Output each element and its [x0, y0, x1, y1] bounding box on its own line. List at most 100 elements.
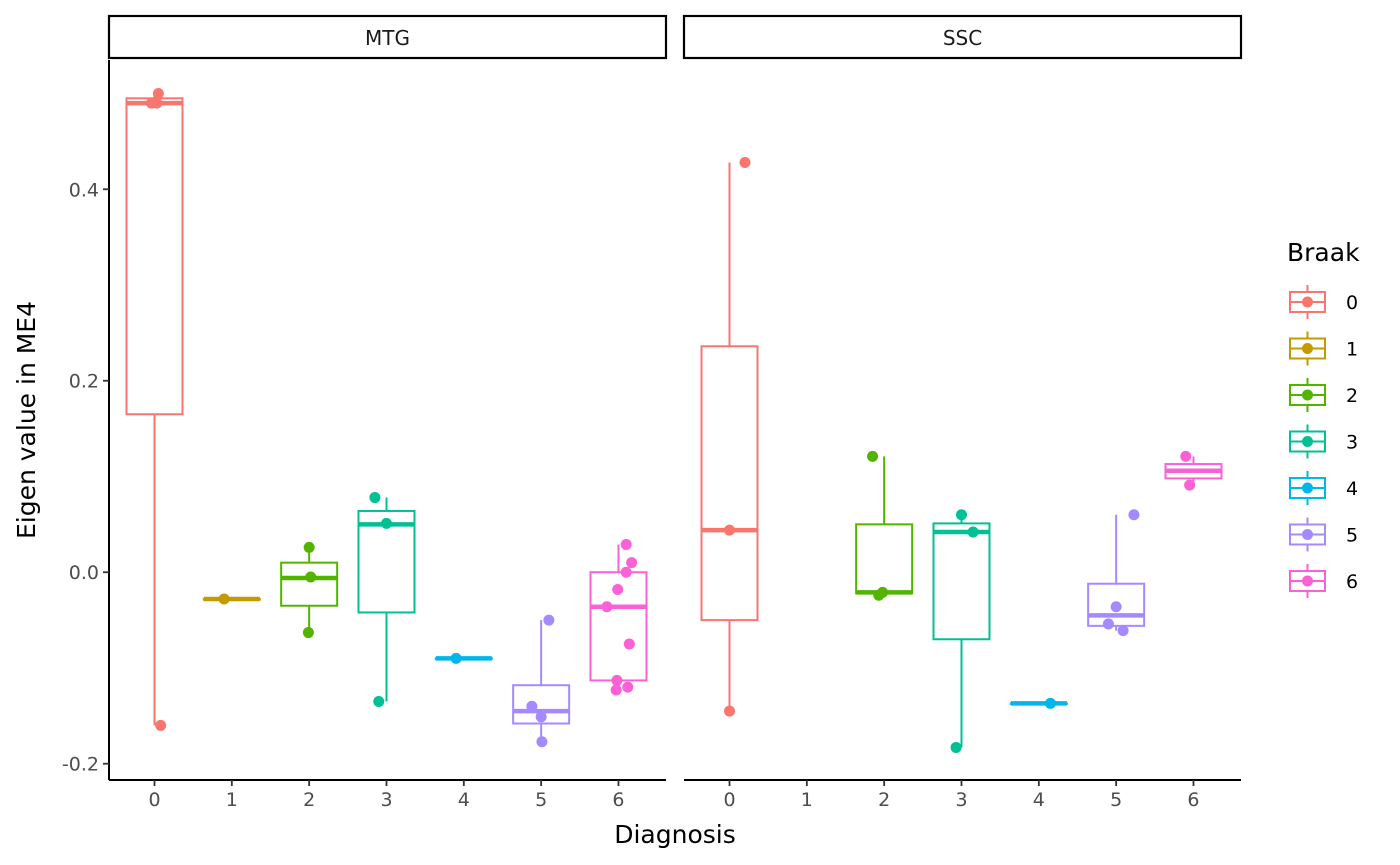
data-point	[1102, 618, 1114, 630]
data-point	[620, 538, 632, 550]
box-mtg-6	[589, 538, 648, 696]
data-point	[724, 524, 735, 536]
data-point	[373, 695, 385, 707]
x-tick-label: 0	[148, 789, 160, 811]
x-tick-label: 2	[303, 789, 315, 811]
legend-label: 5	[1346, 525, 1358, 547]
data-point	[950, 741, 962, 753]
legend-label: 4	[1346, 478, 1358, 500]
box-mtg-2	[280, 541, 339, 639]
x-tick-label: 0	[723, 789, 735, 811]
legend-label: 3	[1346, 432, 1358, 454]
data-point	[305, 571, 317, 583]
legend-entry-0: 0	[1289, 285, 1358, 319]
data-point	[380, 517, 392, 529]
box-body	[125, 97, 184, 416]
x-tick-label: 6	[612, 789, 624, 811]
x-tick-label: 3	[380, 789, 392, 811]
box-body	[589, 571, 648, 682]
box-body	[700, 345, 759, 622]
data-point	[536, 736, 548, 748]
legend-label: 0	[1346, 292, 1358, 314]
x-tick-label: 1	[226, 789, 238, 811]
data-point	[626, 557, 638, 569]
legend-key-point	[1302, 343, 1313, 354]
box-mtg-5	[512, 614, 571, 748]
data-point	[955, 509, 967, 521]
facet-strip	[682, 14, 1243, 60]
x-tick-label: 1	[801, 789, 813, 811]
box-ssc-6	[1164, 450, 1223, 491]
facet-strip-label: MTG	[365, 26, 410, 50]
facet-strip-label: SSC	[943, 26, 982, 50]
y-tick-label: 0.0	[69, 562, 99, 584]
box-ssc-0	[700, 156, 759, 717]
data-point	[526, 700, 538, 712]
legend-label: 2	[1346, 385, 1358, 407]
panel-ssc: SSC 0 1 2 3 4 5 6	[682, 14, 1243, 811]
panels-layer: MTG 0 1 2 3 4 5 6 SSC 0 1 2 3 4 5 6	[107, 14, 1243, 811]
x-tick-label: 4	[458, 789, 470, 811]
x-tick-label: 4	[1033, 789, 1045, 811]
legend-entry-3: 3	[1289, 424, 1358, 459]
data-point	[1184, 479, 1196, 491]
x-tick-label: 5	[1110, 789, 1122, 811]
x-tick-label: 5	[535, 789, 547, 811]
legend-entry-6: 6	[1289, 564, 1358, 598]
data-point	[601, 601, 613, 613]
box-mtg-4	[434, 652, 493, 664]
data-point	[145, 97, 157, 109]
x-tick-label: 3	[955, 789, 967, 811]
x-axis-title: Diagnosis	[614, 820, 736, 849]
data-point	[535, 711, 547, 723]
data-point	[724, 705, 735, 717]
box-body	[1087, 582, 1146, 627]
panel-mtg: MTG 0 1 2 3 4 5 6	[107, 14, 668, 811]
data-point	[369, 492, 381, 504]
data-point	[1044, 697, 1056, 709]
box-ssc-4	[1009, 697, 1068, 709]
y-tick-label: 0.2	[69, 371, 99, 393]
data-point	[450, 652, 462, 664]
data-point	[1180, 450, 1192, 462]
data-point	[218, 593, 230, 605]
data-point	[867, 450, 879, 462]
facet-strip	[107, 14, 668, 60]
y-axis: -0.2 0.0 0.2 0.4	[62, 179, 109, 776]
data-point	[967, 526, 979, 538]
y-axis-title: Eigen value in ME4	[12, 301, 41, 539]
legend-key-point	[1302, 482, 1313, 494]
legend-entry-1: 1	[1289, 331, 1358, 366]
box-mtg-0	[125, 88, 184, 731]
data-point	[611, 674, 623, 686]
y-tick-label: -0.2	[62, 754, 99, 776]
data-point	[610, 684, 622, 696]
box-ssc-2	[855, 450, 914, 601]
data-point	[302, 627, 314, 639]
legend-key-point	[1302, 575, 1313, 587]
box-body	[932, 522, 991, 641]
legend-title: Braak	[1287, 238, 1360, 267]
box-mtg-3	[357, 492, 416, 707]
box-ssc-3	[932, 509, 991, 753]
legend-entry-4: 4	[1289, 471, 1358, 505]
legend-label: 1	[1346, 339, 1358, 361]
data-point	[739, 156, 751, 168]
data-point	[1128, 509, 1140, 521]
legend-key-point	[1302, 529, 1313, 540]
x-tick-label: 2	[878, 789, 890, 811]
y-tick-label: 0.4	[69, 179, 99, 201]
x-tick-label: 6	[1187, 789, 1199, 811]
legend-key-point	[1302, 296, 1313, 308]
data-point	[152, 88, 164, 100]
data-point	[1110, 601, 1122, 613]
legend-entry-5: 5	[1289, 517, 1358, 552]
data-point	[303, 541, 315, 553]
data-point	[1117, 625, 1129, 637]
legend-label: 6	[1346, 571, 1358, 593]
data-point	[543, 614, 555, 626]
box-body	[280, 561, 339, 607]
legend: Braak 0 1 2 3 4 5 6	[1287, 238, 1360, 598]
legend-key-point	[1302, 436, 1313, 447]
data-point	[622, 681, 634, 693]
